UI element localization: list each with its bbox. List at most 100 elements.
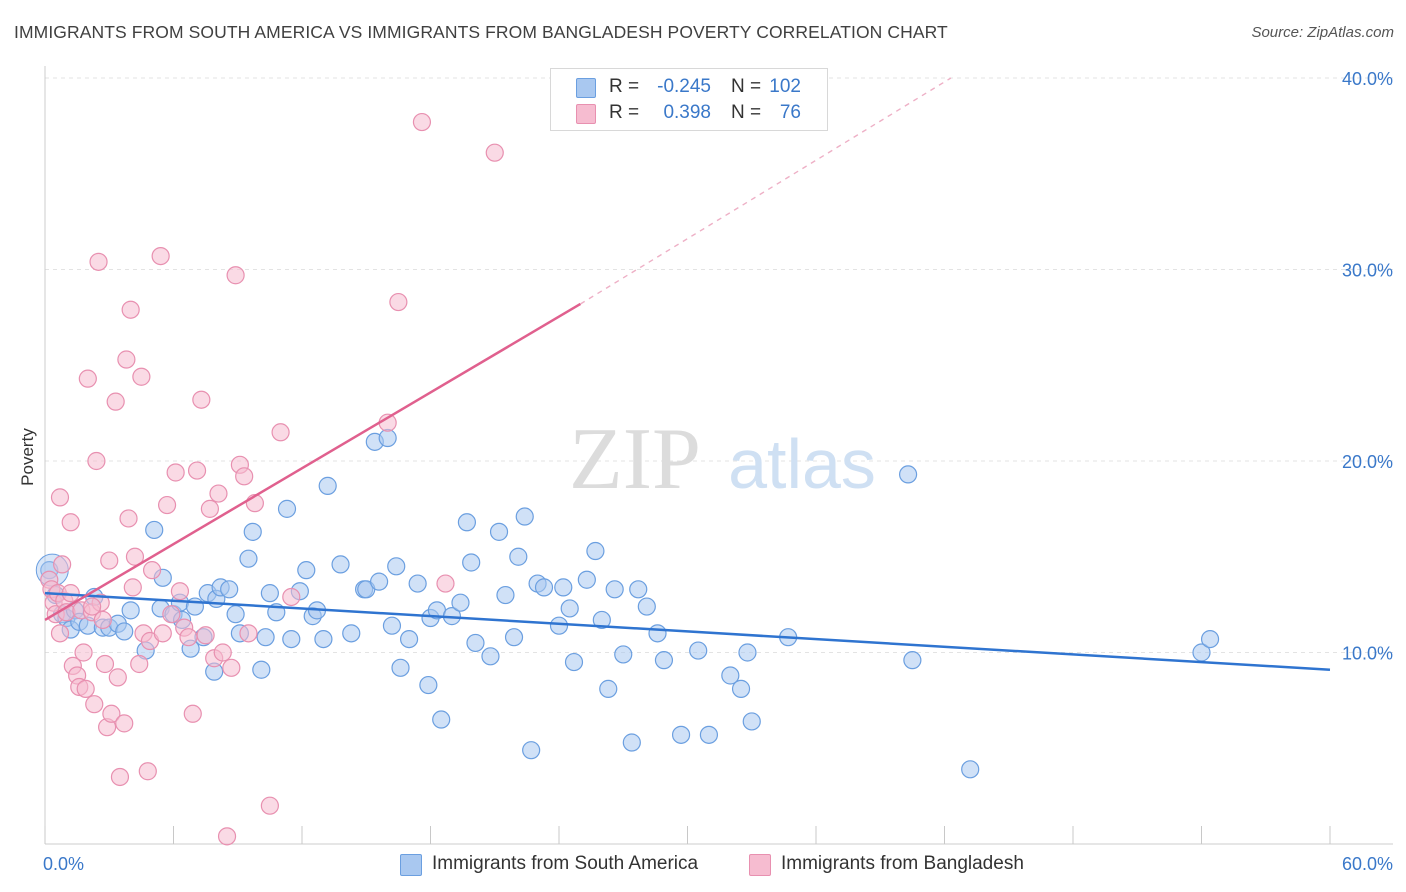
south-america-trend-line [44,591,1331,671]
bangladesh-point [485,143,504,162]
y-tick-label: 10.0% [1342,644,1393,664]
legend-n-label: N = [731,76,762,97]
source-label: Source: ZipAtlas.com [1251,24,1394,41]
south-america-point [560,599,579,618]
bangladesh-point [412,112,432,132]
south-america-point [489,522,509,541]
south-america-point [689,641,708,660]
south-america-point [605,580,624,599]
watermark-zip: ZIP [569,411,701,508]
south-america-point [637,597,656,616]
bangladesh-point [61,513,80,532]
legend-r-label: R = [609,102,640,123]
bangladesh-point [115,714,134,733]
south-america-point [898,465,918,484]
y-tick-label: 30.0% [1342,261,1393,281]
bangladesh-point [106,392,125,411]
south-america-point [252,660,271,679]
chart-title: IMMIGRANTS FROM SOUTH AMERICA VS IMMIGRA… [14,22,948,42]
south-america-point [742,712,761,731]
legend-r-value: 0.398 [663,102,711,123]
south-america-point [496,585,515,605]
legend-row-bangladesh: R = 0.398 N = 76 [551,101,827,127]
legend-n-value: 76 [779,102,801,123]
south-america-point [399,629,419,649]
south-america-point [391,658,410,677]
south-america-point [654,651,674,670]
bangladesh-point [183,704,202,723]
bangladesh-point [179,628,198,647]
south-america-point [903,651,922,670]
south-america-point [314,629,333,649]
bangladesh-point [117,350,136,369]
bangladesh-point [95,654,115,674]
bangladesh-point [89,252,108,271]
south-america-point [297,561,316,580]
legend-r-label: R = [609,76,640,97]
bangladesh-point [389,292,408,312]
y-tick-label: 40.0% [1342,69,1393,89]
legend-r-value: -0.245 [657,76,711,97]
south-america-point [622,733,641,752]
south-america-point [220,580,239,599]
legend-label: Immigrants from Bangladesh [781,853,1024,874]
south-america-point [592,610,611,630]
bangladesh-point [192,390,211,409]
y-tick-label: 20.0% [1342,452,1393,472]
bangladesh-point [226,266,245,285]
bangladesh-point [239,624,258,643]
bangladesh-point [138,762,157,781]
blue-swatch-icon [400,854,422,876]
south-america-point [699,725,719,744]
south-america-point [554,578,573,597]
south-america-point [121,601,140,620]
bangladesh-point [282,587,301,607]
south-america-point [115,622,134,641]
south-america-point [586,541,605,561]
south-america-point [577,570,596,589]
south-america-point [256,628,275,647]
south-america-point [451,593,470,612]
south-america-point [549,616,569,635]
bangladesh-point [235,467,254,486]
bangladesh-point [196,626,215,645]
south-america-point [432,710,451,729]
bangladesh-point [83,597,102,616]
y-axis-label: Poverty [18,428,37,486]
x-tick-label: 0.0% [43,854,84,874]
bangladesh-point [108,668,127,687]
south-america-point [721,666,740,685]
south-america-point [408,574,427,593]
bangladesh-point [121,300,140,319]
bangladesh-point [50,488,70,507]
bangladesh-point [123,578,142,597]
series-bangladesh-points [40,112,504,846]
bangladesh-point [87,451,106,471]
south-america-point [481,647,500,666]
south-america-point [1200,629,1220,649]
bangladesh-point [78,369,97,388]
south-america-point [738,643,757,662]
bangladesh-point [85,695,104,714]
bangladesh-point [102,704,121,723]
legend-n-label: N = [731,102,762,123]
bangladesh-point [119,509,138,528]
south-america-point [629,580,648,599]
legend-label: Immigrants from South America [432,853,699,874]
bangladesh-point [213,643,232,662]
bangladesh-point [130,654,149,674]
south-america-point [226,605,245,624]
south-america-point [466,633,485,653]
tick-labels: 10.0% 20.0% 30.0% 40.0% 0.0% 60.0% [43,69,1393,874]
bangladesh-point [260,796,279,815]
series-legend: Immigrants from South America Immigrants… [0,852,1406,878]
bangladesh-point [100,551,119,570]
south-america-point [534,578,554,597]
south-america-point [387,557,406,576]
bangladesh-point [50,624,70,643]
south-america-point [277,499,297,518]
south-america-point [331,555,350,574]
south-america-point [599,679,618,698]
south-america-point [564,652,584,672]
